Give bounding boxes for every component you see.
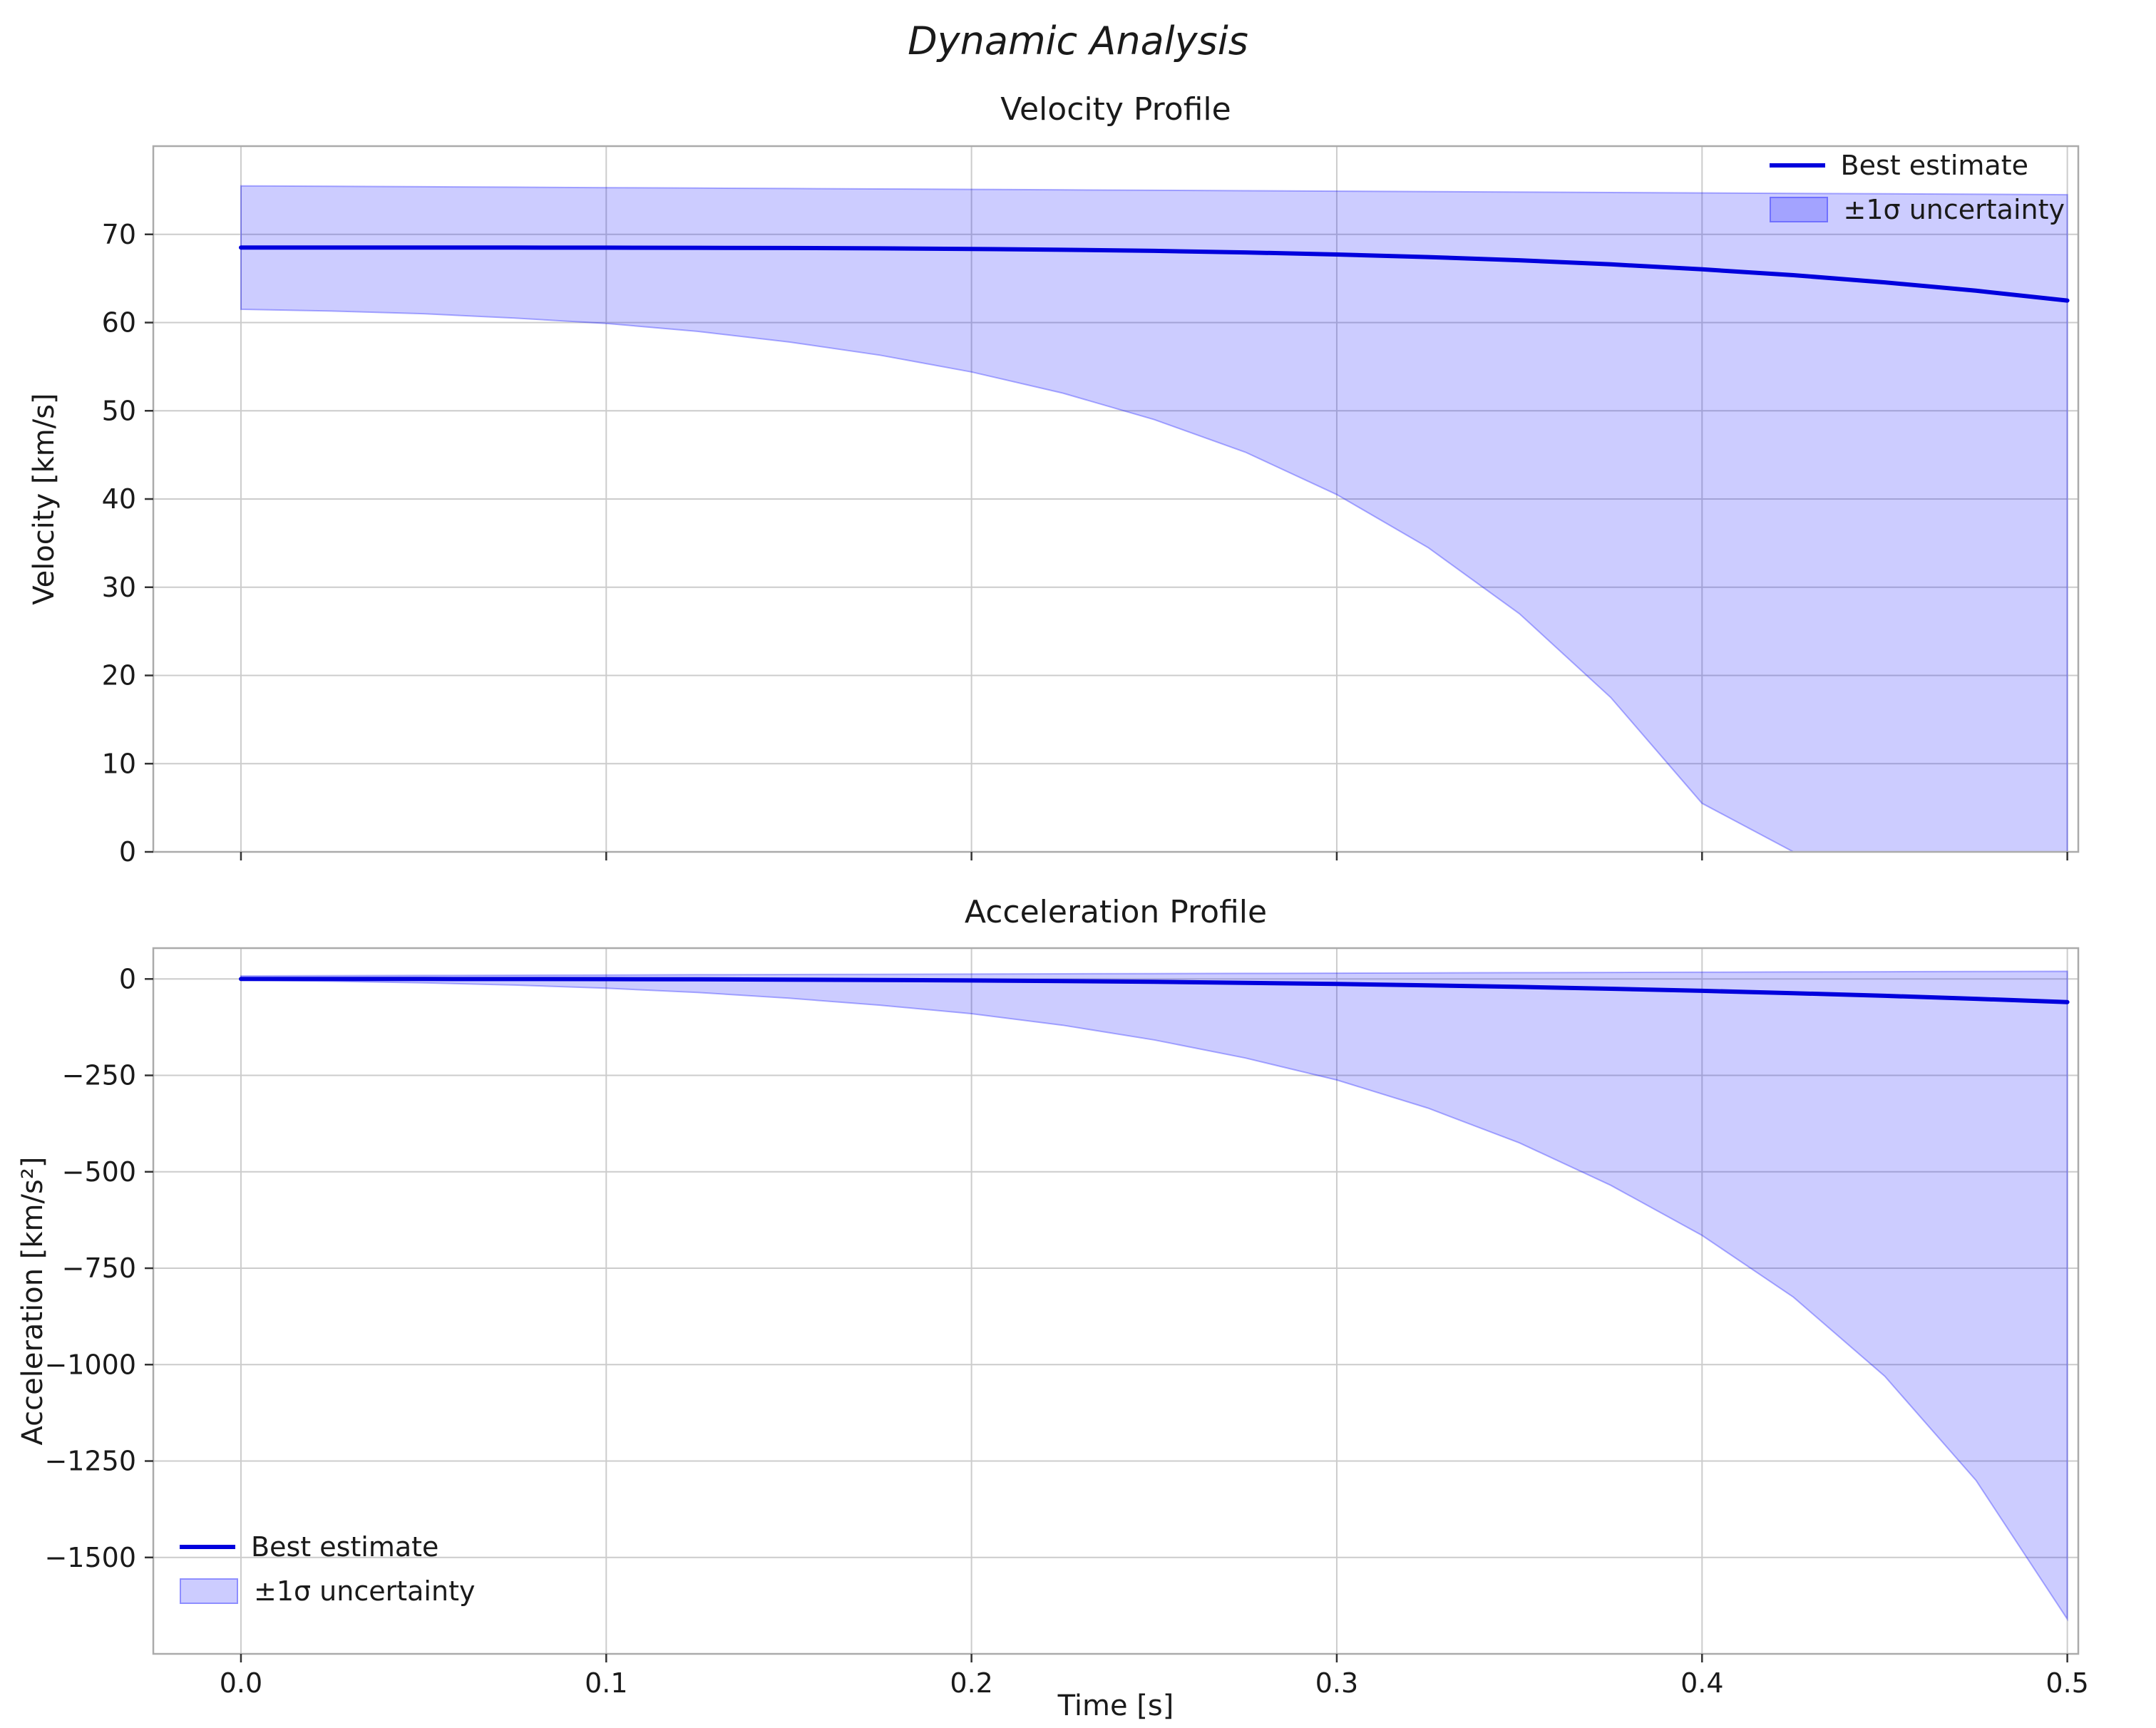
legend-label-best-estimate: Best estimate: [1840, 150, 2028, 181]
figure-suptitle: Dynamic Analysis: [908, 19, 1248, 63]
legend-item-best-estimate: Best estimate: [180, 1531, 475, 1563]
best-estimate-line: [239, 977, 2070, 1004]
y-tick-label: 60: [102, 307, 136, 339]
band-sample-icon: [180, 1578, 238, 1604]
y-tick-label: −750: [62, 1253, 136, 1284]
legend-acceleration: Best estimate ±1σ uncertainty: [180, 1531, 475, 1607]
x-tick-label: 0.3: [1315, 1667, 1358, 1699]
y-tick-label: 50: [102, 395, 136, 426]
x-tick-label: 0.1: [585, 1667, 627, 1699]
legend-label-uncertainty: ±1σ uncertainty: [254, 1575, 476, 1607]
y-tick-label: 30: [102, 572, 136, 603]
x-axis-label: Time [s]: [1057, 1690, 1174, 1722]
legend-item-uncertainty: ±1σ uncertainty: [180, 1575, 475, 1607]
x-tick-label: 0.4: [1680, 1667, 1723, 1699]
axes-frame: [152, 947, 2080, 1655]
y-tick-label: 40: [102, 483, 136, 515]
y-tick-label: −500: [62, 1156, 136, 1188]
legend-velocity: Best estimate ±1σ uncertainty: [1769, 150, 2065, 225]
y-tick-label: 0: [119, 836, 136, 868]
x-tick-label: 0.2: [950, 1667, 992, 1699]
uncertainty-band: [240, 970, 2068, 1622]
line-sample-icon: [1769, 163, 1825, 168]
y-tick-label: 10: [102, 748, 136, 779]
y-tick-label: 0: [119, 963, 136, 994]
legend-item-uncertainty: ±1σ uncertainty: [1769, 194, 2065, 225]
band-sample-icon: [1769, 197, 1828, 222]
y-tick-label: −250: [62, 1060, 136, 1091]
velocity-plot-title: Velocity Profile: [1000, 91, 1231, 128]
acceleration-y-axis-label: Acceleration [km/s²]: [16, 1156, 49, 1446]
legend-label-uncertainty: ±1σ uncertainty: [1843, 194, 2065, 225]
y-tick-label: 70: [102, 219, 136, 250]
y-tick-label: 20: [102, 660, 136, 691]
acceleration-plot-title: Acceleration Profile: [964, 894, 1268, 930]
velocity-y-axis-label: Velocity [km/s]: [28, 393, 61, 605]
y-tick-label: −1500: [44, 1542, 136, 1573]
x-tick-label: 0.5: [2045, 1667, 2088, 1699]
velocity-plot-area: 0 10 20 30 40 50 60 70: [102, 145, 2080, 868]
acceleration-plot-area: 0 −250 −500 −750 −1000 −1250 −1500 0.0 0.1 0.2 0.3…: [44, 947, 2089, 1699]
legend-item-best-estimate: Best estimate: [1769, 150, 2065, 181]
legend-label-best-estimate: Best estimate: [251, 1531, 439, 1563]
uncertainty-band: [240, 185, 2068, 853]
line-sample-icon: [180, 1545, 235, 1549]
y-tick-label: −1250: [44, 1446, 136, 1477]
y-tick-label: −1000: [44, 1349, 136, 1380]
best-estimate-line: [239, 245, 2070, 303]
x-tick-label: 0.0: [220, 1667, 262, 1699]
